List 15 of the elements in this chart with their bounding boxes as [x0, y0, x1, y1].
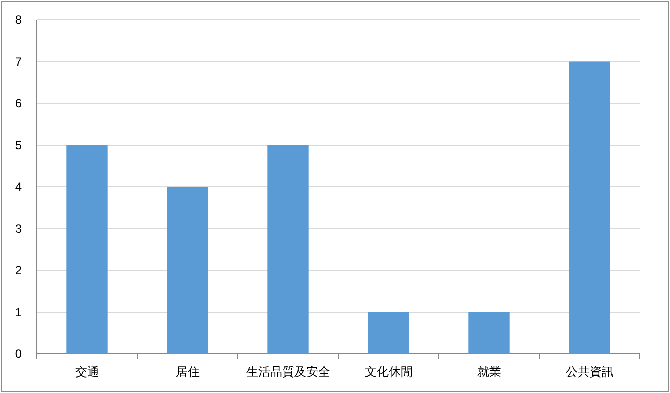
x-tick-label: 文化休閒 [364, 365, 413, 379]
x-tick-label: 交通 [75, 365, 100, 379]
y-tick-label: 5 [15, 138, 22, 152]
y-tick-label: 4 [15, 180, 22, 194]
x-tick-label: 就業 [477, 365, 502, 379]
x-tick-label: 公共資訊 [566, 365, 614, 379]
y-tick-label: 8 [15, 13, 22, 27]
y-tick-label: 7 [15, 54, 22, 69]
y-tick-label: 6 [15, 96, 22, 110]
y-tick-label: 2 [15, 264, 22, 278]
x-tick-label: 生活品質及安全 [246, 365, 330, 379]
x-tick-label: 居住 [176, 365, 200, 379]
y-tick-label: 1 [15, 305, 22, 320]
y-tick-label: 3 [15, 222, 22, 236]
y-tick-label: 0 [15, 347, 22, 361]
